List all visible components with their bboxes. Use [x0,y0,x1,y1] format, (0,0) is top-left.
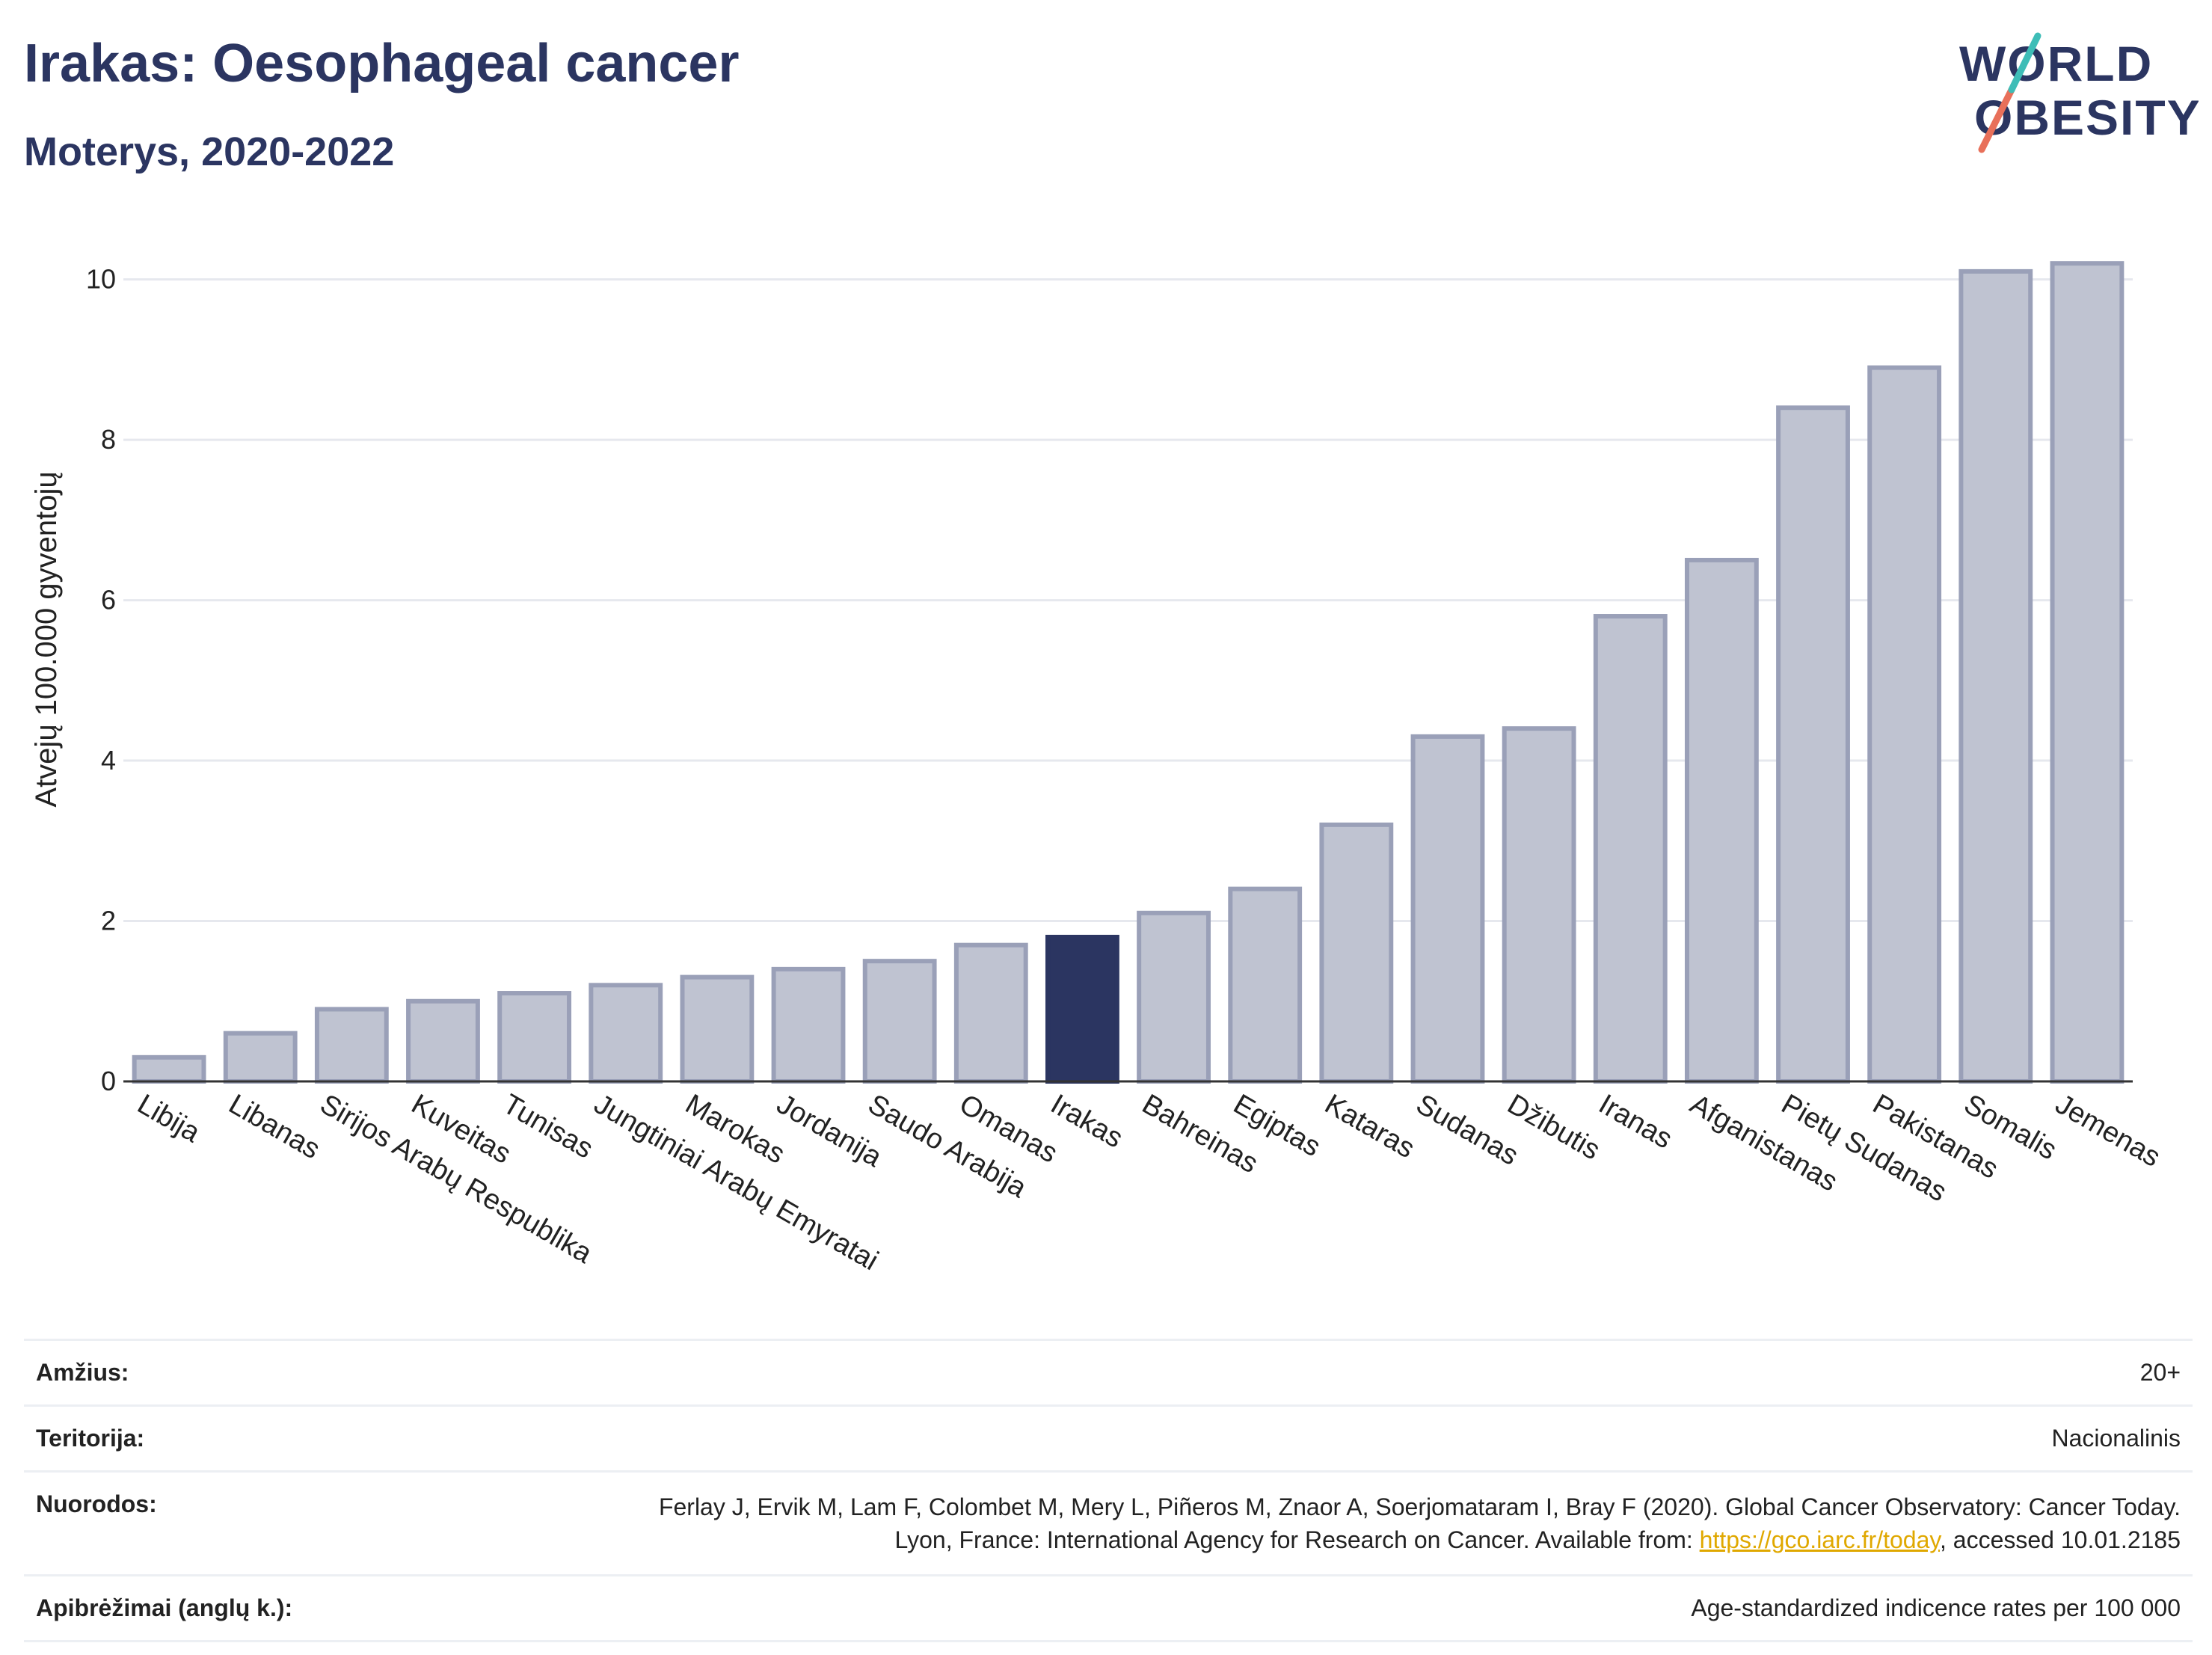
bar [862,959,937,1084]
bar [1410,734,1485,1084]
logo-line-1: WORLD [1959,36,2153,91]
territory-label: Teritorija: [36,1425,145,1452]
x-tick-label: Jemenas [2050,1088,2166,1173]
age-value: 20+ [2139,1359,2181,1386]
x-tick-label: Tunisas [497,1088,598,1164]
info-row-references: Nuorodos: Ferlay J, Ervik M, Lam F, Colo… [24,1470,2193,1574]
y-tick-label: 6 [101,585,116,615]
x-tick-label: Libija [132,1088,206,1149]
info-table: Amžius: 20+ Teritorija: Nacionalinis Nuo… [24,1339,2193,1642]
y-tick-label: 10 [86,264,116,295]
x-tick-label: Iranas [1594,1088,1677,1155]
bar [771,966,846,1084]
bars [132,261,2125,1084]
bar [680,974,755,1084]
x-tick-label: Sudanas [1410,1088,1523,1171]
bar [406,998,480,1084]
bar [1228,886,1303,1084]
x-tick-label: Kataras [1319,1088,1419,1164]
definitions-label: Apibrėžimai (anglų k.): [36,1594,293,1621]
chart-subtitle: Moterys, 2020-2022 [24,129,395,174]
bar [314,1007,389,1084]
bar [2050,261,2125,1084]
logo-line-2: OBESITY [1974,90,2199,145]
world-obesity-logo: WORLD OBESITY [1959,32,2199,153]
y-tick-label: 8 [101,424,116,455]
bar [1958,268,2033,1084]
x-tick-label: Jordanija [772,1088,888,1173]
y-tick-label: 4 [101,745,116,776]
x-tick-label: Libanas [224,1088,325,1165]
info-row-definitions: Apibrėžimai (anglų k.): Age-standardized… [24,1574,2193,1642]
bar [1684,557,1759,1084]
territory-value: Nacionalinis [2051,1425,2181,1452]
bar [132,1054,206,1084]
references-text-2: , accessed 10.01.2185 [1939,1526,2181,1553]
y-tick-label: 2 [101,906,116,936]
bar [589,983,663,1084]
bar [1502,726,1576,1084]
age-label: Amžius: [36,1359,129,1386]
bar [953,942,1028,1084]
info-row-territory: Teritorija: Nacionalinis [24,1404,2193,1470]
y-tick-label: 0 [101,1066,116,1096]
bar [1593,614,1668,1084]
definitions-value: Age-standardized indicence rates per 100… [1691,1594,2181,1621]
bar [497,991,572,1084]
references-label: Nuorodos: [36,1490,157,1517]
references-value: Ferlay J, Ervik M, Lam F, Colombet M, Me… [610,1490,2181,1556]
references-link[interactable]: https://gco.iarc.fr/today [1699,1526,1940,1553]
x-tick-label: Saudo Arabija [863,1088,1033,1204]
chart-title: Irakas: Oesophageal cancer [24,34,740,93]
bar-highlighted [1045,934,1119,1084]
references-text-1: Ferlay J, Ervik M, Lam F, Colombet M, Me… [658,1493,2181,1553]
bar [1867,365,1942,1084]
info-row-age: Amžius: 20+ [24,1339,2193,1404]
bar [1137,910,1211,1084]
bar [1319,822,1394,1084]
bar [223,1031,298,1084]
y-axis-label: Atvejų 100.000 gyventojų [30,471,63,807]
bar [1776,405,1850,1084]
